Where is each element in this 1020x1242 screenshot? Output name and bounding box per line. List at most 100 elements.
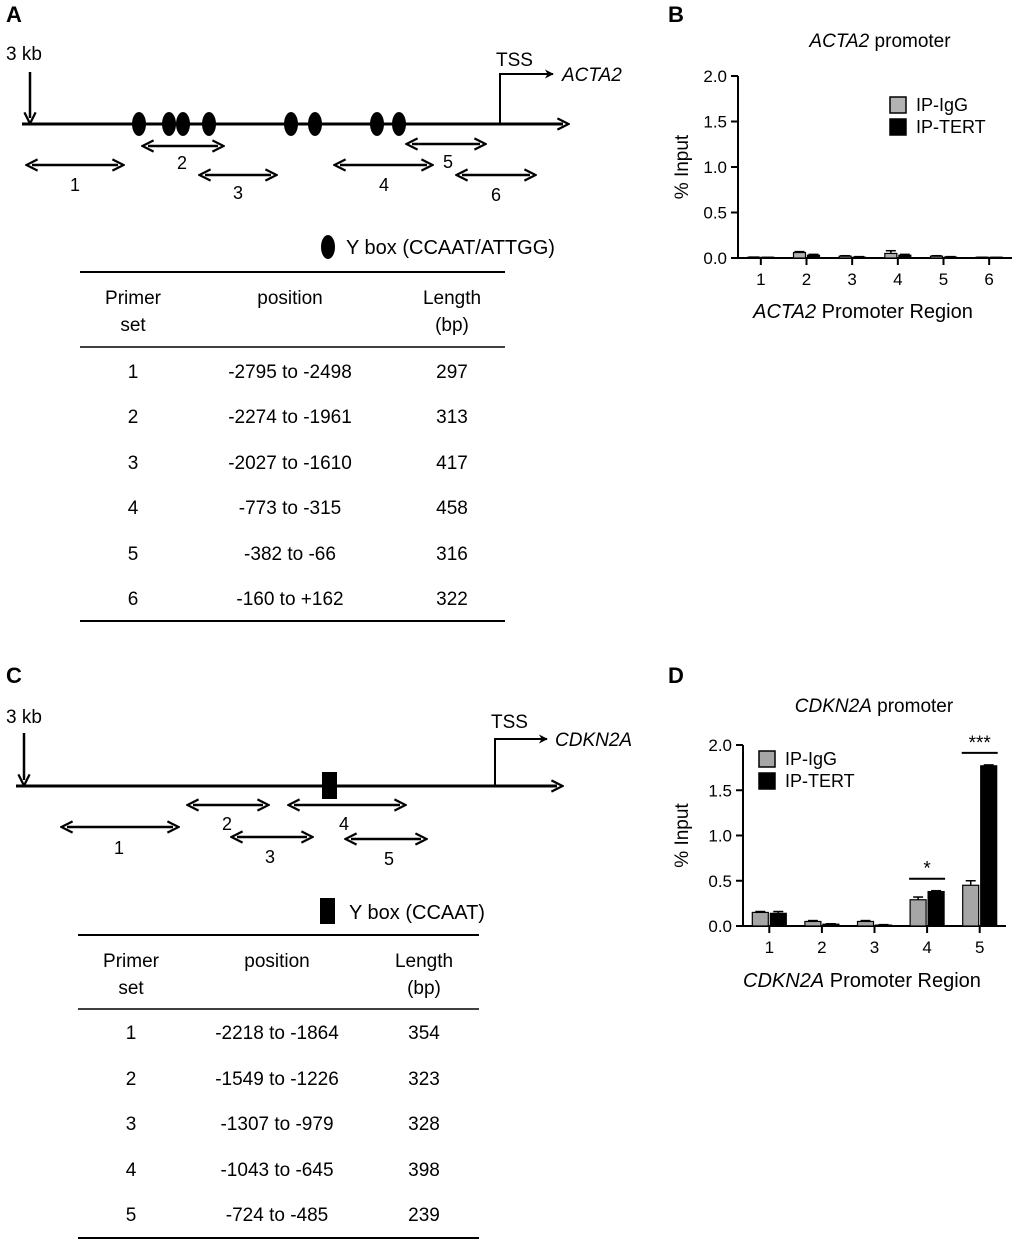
panel-c-legend-label: Y box (CCAAT) [349,902,485,924]
table-cell: 297 [436,362,468,383]
panel-a-gene-label: ACTA2 [561,65,622,86]
table-cell: 458 [436,498,468,519]
bar [909,899,927,927]
legend-label: IP-IgG [916,95,968,115]
table-cell: -2218 to -1864 [215,1023,339,1044]
table-cell: 323 [408,1069,440,1090]
table-cell: 354 [408,1023,440,1044]
table-cell: 4 [126,1160,137,1181]
x-tick-label: 1 [756,270,765,289]
y-box-marker [132,112,146,136]
table-cell: 1 [128,362,139,383]
y-box-marker [308,112,322,136]
table-cell: -2795 to -2498 [228,362,352,383]
x-tick-label: 1 [765,938,774,957]
bar [927,891,945,927]
table-header: position [257,288,323,309]
table-cell: 2 [126,1069,137,1090]
bar [769,912,787,927]
table-cell: -1307 to -979 [220,1114,333,1135]
bar [856,920,875,927]
y-tick-label: 0.5 [703,204,727,223]
y-axis-label: % Input [672,134,693,199]
panel-c-tss-arrow [494,734,548,786]
panel-a-tss-label: TSS [496,50,533,71]
bar [792,251,807,259]
y-tick-label: 1.5 [708,781,732,800]
panel-c-tss-label: TSS [491,712,528,733]
panel-d-label: D [668,663,684,688]
primer-label: 2 [177,153,187,173]
table-cell: 5 [128,544,139,565]
y-axis-label: % Input [672,803,693,868]
x-axis-label: CDKN2A Promoter Region [743,970,981,992]
panel-a-start-label: 3 kb [6,44,42,65]
primer-label: 6 [491,185,501,205]
x-axis-label: ACTA2 Promoter Region [752,301,973,323]
x-tick-label: 4 [922,938,931,957]
table-cell: -1043 to -645 [220,1160,333,1181]
table-header: Primer [103,951,160,972]
table-cell: -1549 to -1226 [215,1069,339,1090]
x-tick-label: 2 [802,270,811,289]
table-cell: 417 [436,453,468,474]
table-cell: -382 to -66 [244,544,336,565]
x-tick-label: 2 [817,938,826,957]
table-header: Length [395,951,453,972]
table-header: set [120,315,146,336]
x-tick-label: 3 [847,270,856,289]
legend-swatch [889,118,907,136]
table-cell: 316 [436,544,468,565]
y-tick-label: 0.0 [703,249,727,268]
panel-c-table: Primer set position Length (bp) 1 -2218 … [78,934,479,1239]
table-cell: -2274 to -1961 [228,407,352,428]
panel-c-legend-box [320,898,335,924]
legend-label: IP-IgG [785,749,837,769]
panel-b-label: B [668,2,684,27]
primer-label: 4 [339,814,349,834]
y-box-marker [202,112,216,136]
table-header: Primer [105,288,162,309]
panel-a-legend-ellipse [321,235,335,259]
panel-a-legend-label: Y box (CCAAT/ATTGG) [346,237,555,259]
legend-swatch [758,750,776,768]
panel-a-label: A [6,2,22,27]
chart-b: ACTA2 promoter 0.0 0.5 1.0 1.5 2.0 % Input 1 2 3 4… [672,31,1012,323]
table-header: (bp) [435,315,469,336]
table-cell: -773 to -315 [239,498,341,519]
table-cell: 3 [128,453,139,474]
y-box-marker [284,112,298,136]
legend-label: IP-TERT [916,117,986,137]
bar [884,252,898,259]
panel-c-gene-label: CDKN2A [555,730,632,751]
bar [804,920,822,927]
primer-label: 3 [233,183,243,203]
bar [751,911,769,927]
chart-title: CDKN2A promoter [795,696,954,717]
panel-a-primers: 1 2 3 4 5 6 [32,144,530,205]
bar [962,884,980,927]
y-box-marker [176,112,190,136]
table-cell: 313 [436,407,468,428]
chart-d: CDKN2A promoter 0.0 0.5 1.0 1.5 2.0 % Input 1 2 3… [672,696,1006,992]
chart-title: ACTA2 promoter [808,31,951,52]
panel-c-label: C [6,663,22,688]
y-tick-label: 1.5 [703,113,727,132]
x-tick-label: 5 [939,270,948,289]
panel-c: C 3 kb TSS CDKN2A 1 2 3 4 5 Y box (CCAAT… [6,663,632,1239]
primer-label: 1 [114,838,124,858]
primer-label: 4 [379,175,389,195]
table-header: Length [423,288,481,309]
bar [980,765,998,927]
table-cell: 322 [436,589,468,610]
x-tick-label: 5 [975,938,984,957]
y-tick-label: 1.0 [703,158,727,177]
panel-c-start-label: 3 kb [6,707,42,728]
legend-swatch [889,96,907,114]
primer-label: 5 [443,152,453,172]
table-cell: -2027 to -1610 [228,453,352,474]
table-cell: 328 [408,1114,440,1135]
significance-label: *** [969,733,992,754]
panel-a: A 3 kb TSS ACTA2 1 2 3 4 [6,2,622,622]
